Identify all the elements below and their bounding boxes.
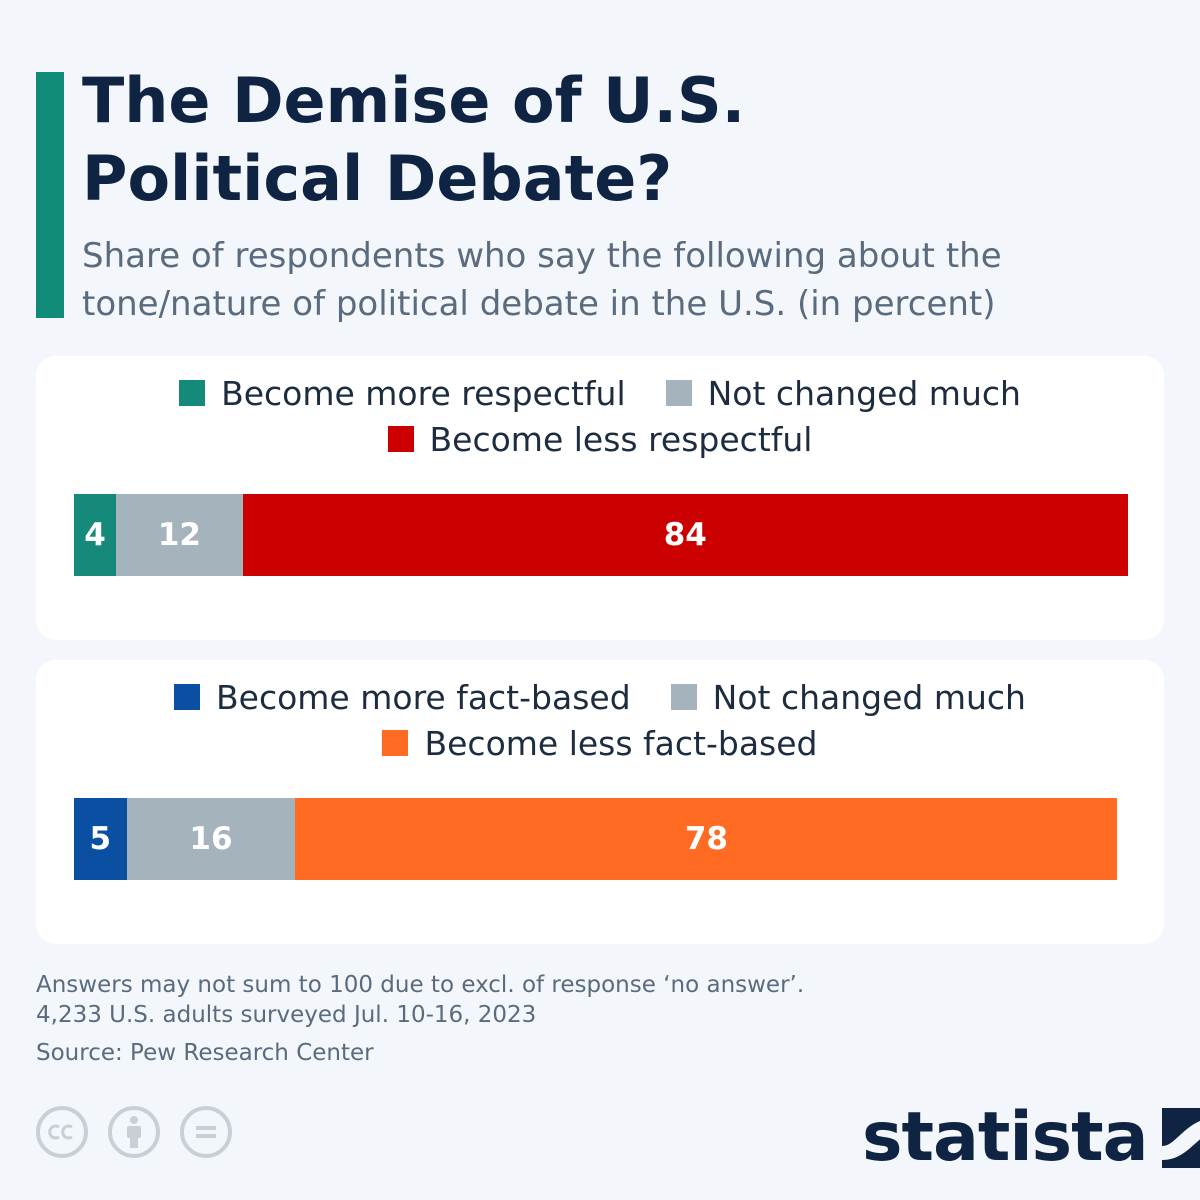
legend-label-more-respectful: Become more respectful bbox=[221, 373, 626, 413]
subtitle-line-1: Share of respondents who say the followi… bbox=[82, 236, 1002, 276]
attribution-icon[interactable] bbox=[108, 1106, 160, 1158]
fact-stacked-bar: 5 16 78 bbox=[74, 798, 1128, 880]
cc-license-icon[interactable] bbox=[36, 1106, 88, 1158]
subtitle-line-2: tone/nature of political debate in the U… bbox=[82, 284, 996, 324]
footnote-source: Source: Pew Research Center bbox=[36, 1040, 374, 1066]
legend-item-not-changed-fact: Not changed much bbox=[670, 677, 1026, 717]
legend-item-more-respectful: Become more respectful bbox=[179, 374, 626, 413]
legend-swatch-more-fact bbox=[174, 684, 201, 710]
legend-label-not-changed-respect: Not changed much bbox=[707, 373, 1021, 413]
respect-stacked-bar: 4 12 84 bbox=[74, 494, 1128, 576]
title-line-2: Political Debate? bbox=[82, 142, 673, 215]
data-label-less-respectful: 84 bbox=[663, 517, 707, 553]
bar-segment-less-fact: 78 bbox=[295, 798, 1118, 880]
license-icons bbox=[36, 1106, 252, 1158]
legend-item-more-fact: Become more fact-based bbox=[174, 678, 631, 717]
data-label-not-changed-fact: 16 bbox=[189, 821, 233, 857]
legend-item-not-changed-respect: Not changed much bbox=[665, 373, 1021, 413]
legend-swatch-less-fact bbox=[382, 730, 409, 756]
legend-label-not-changed-fact: Not changed much bbox=[712, 677, 1026, 717]
legend-label-more-fact: Become more fact-based bbox=[216, 677, 631, 717]
legend-swatch-not-changed-respect bbox=[665, 380, 692, 406]
bar-segment-more-fact: 5 bbox=[74, 798, 127, 880]
data-label-more-fact: 5 bbox=[89, 821, 112, 857]
fact-chart-panel: Become more fact-based Not changed much … bbox=[36, 660, 1164, 944]
bar-segment-not-changed-respect: 12 bbox=[116, 494, 243, 576]
title-line-1: The Demise of U.S. bbox=[82, 64, 746, 137]
bar-segment-less-respectful: 84 bbox=[242, 494, 1128, 576]
chart-subtitle: Share of respondents who say the followi… bbox=[82, 232, 1172, 328]
data-label-more-respectful: 4 bbox=[84, 517, 106, 553]
legend-label-less-fact: Become less fact-based bbox=[424, 723, 818, 763]
bar-segment-more-respectful: 4 bbox=[74, 494, 117, 576]
data-label-less-fact: 78 bbox=[684, 821, 728, 857]
data-label-not-changed-respect: 12 bbox=[157, 517, 201, 553]
legend-item-less-fact: Become less fact-based bbox=[382, 723, 818, 763]
legend-swatch-more-respectful bbox=[179, 380, 206, 406]
accent-bar bbox=[36, 72, 64, 318]
respect-legend-row-1: Become more respectful Not changed much bbox=[36, 370, 1164, 416]
legend-swatch-less-respectful bbox=[387, 426, 414, 452]
chart-title: The Demise of U.S. Political Debate? bbox=[82, 62, 1162, 218]
fact-legend-row-2: Become less fact-based bbox=[36, 720, 1164, 766]
statista-logo[interactable]: statista bbox=[862, 1098, 1200, 1178]
legend-label-less-respectful: Become less respectful bbox=[429, 419, 813, 459]
footnote-survey-note: 4,233 U.S. adults surveyed Jul. 10-16, 2… bbox=[36, 1002, 537, 1028]
respect-legend-row-2: Become less respectful bbox=[36, 416, 1164, 462]
footnote-sum-note: Answers may not sum to 100 due to excl. … bbox=[36, 972, 805, 998]
no-derivatives-icon[interactable] bbox=[180, 1106, 232, 1158]
fact-legend-row-1: Become more fact-based Not changed much bbox=[36, 674, 1164, 720]
legend-swatch-not-changed-fact bbox=[670, 684, 697, 710]
statista-logo-icon bbox=[1161, 1108, 1200, 1168]
bar-segment-not-changed-fact: 16 bbox=[126, 798, 296, 880]
statista-logo-text: statista bbox=[862, 1098, 1149, 1177]
legend-item-less-respectful: Become less respectful bbox=[387, 419, 813, 459]
respect-chart-panel: Become more respectful Not changed much … bbox=[36, 356, 1164, 640]
